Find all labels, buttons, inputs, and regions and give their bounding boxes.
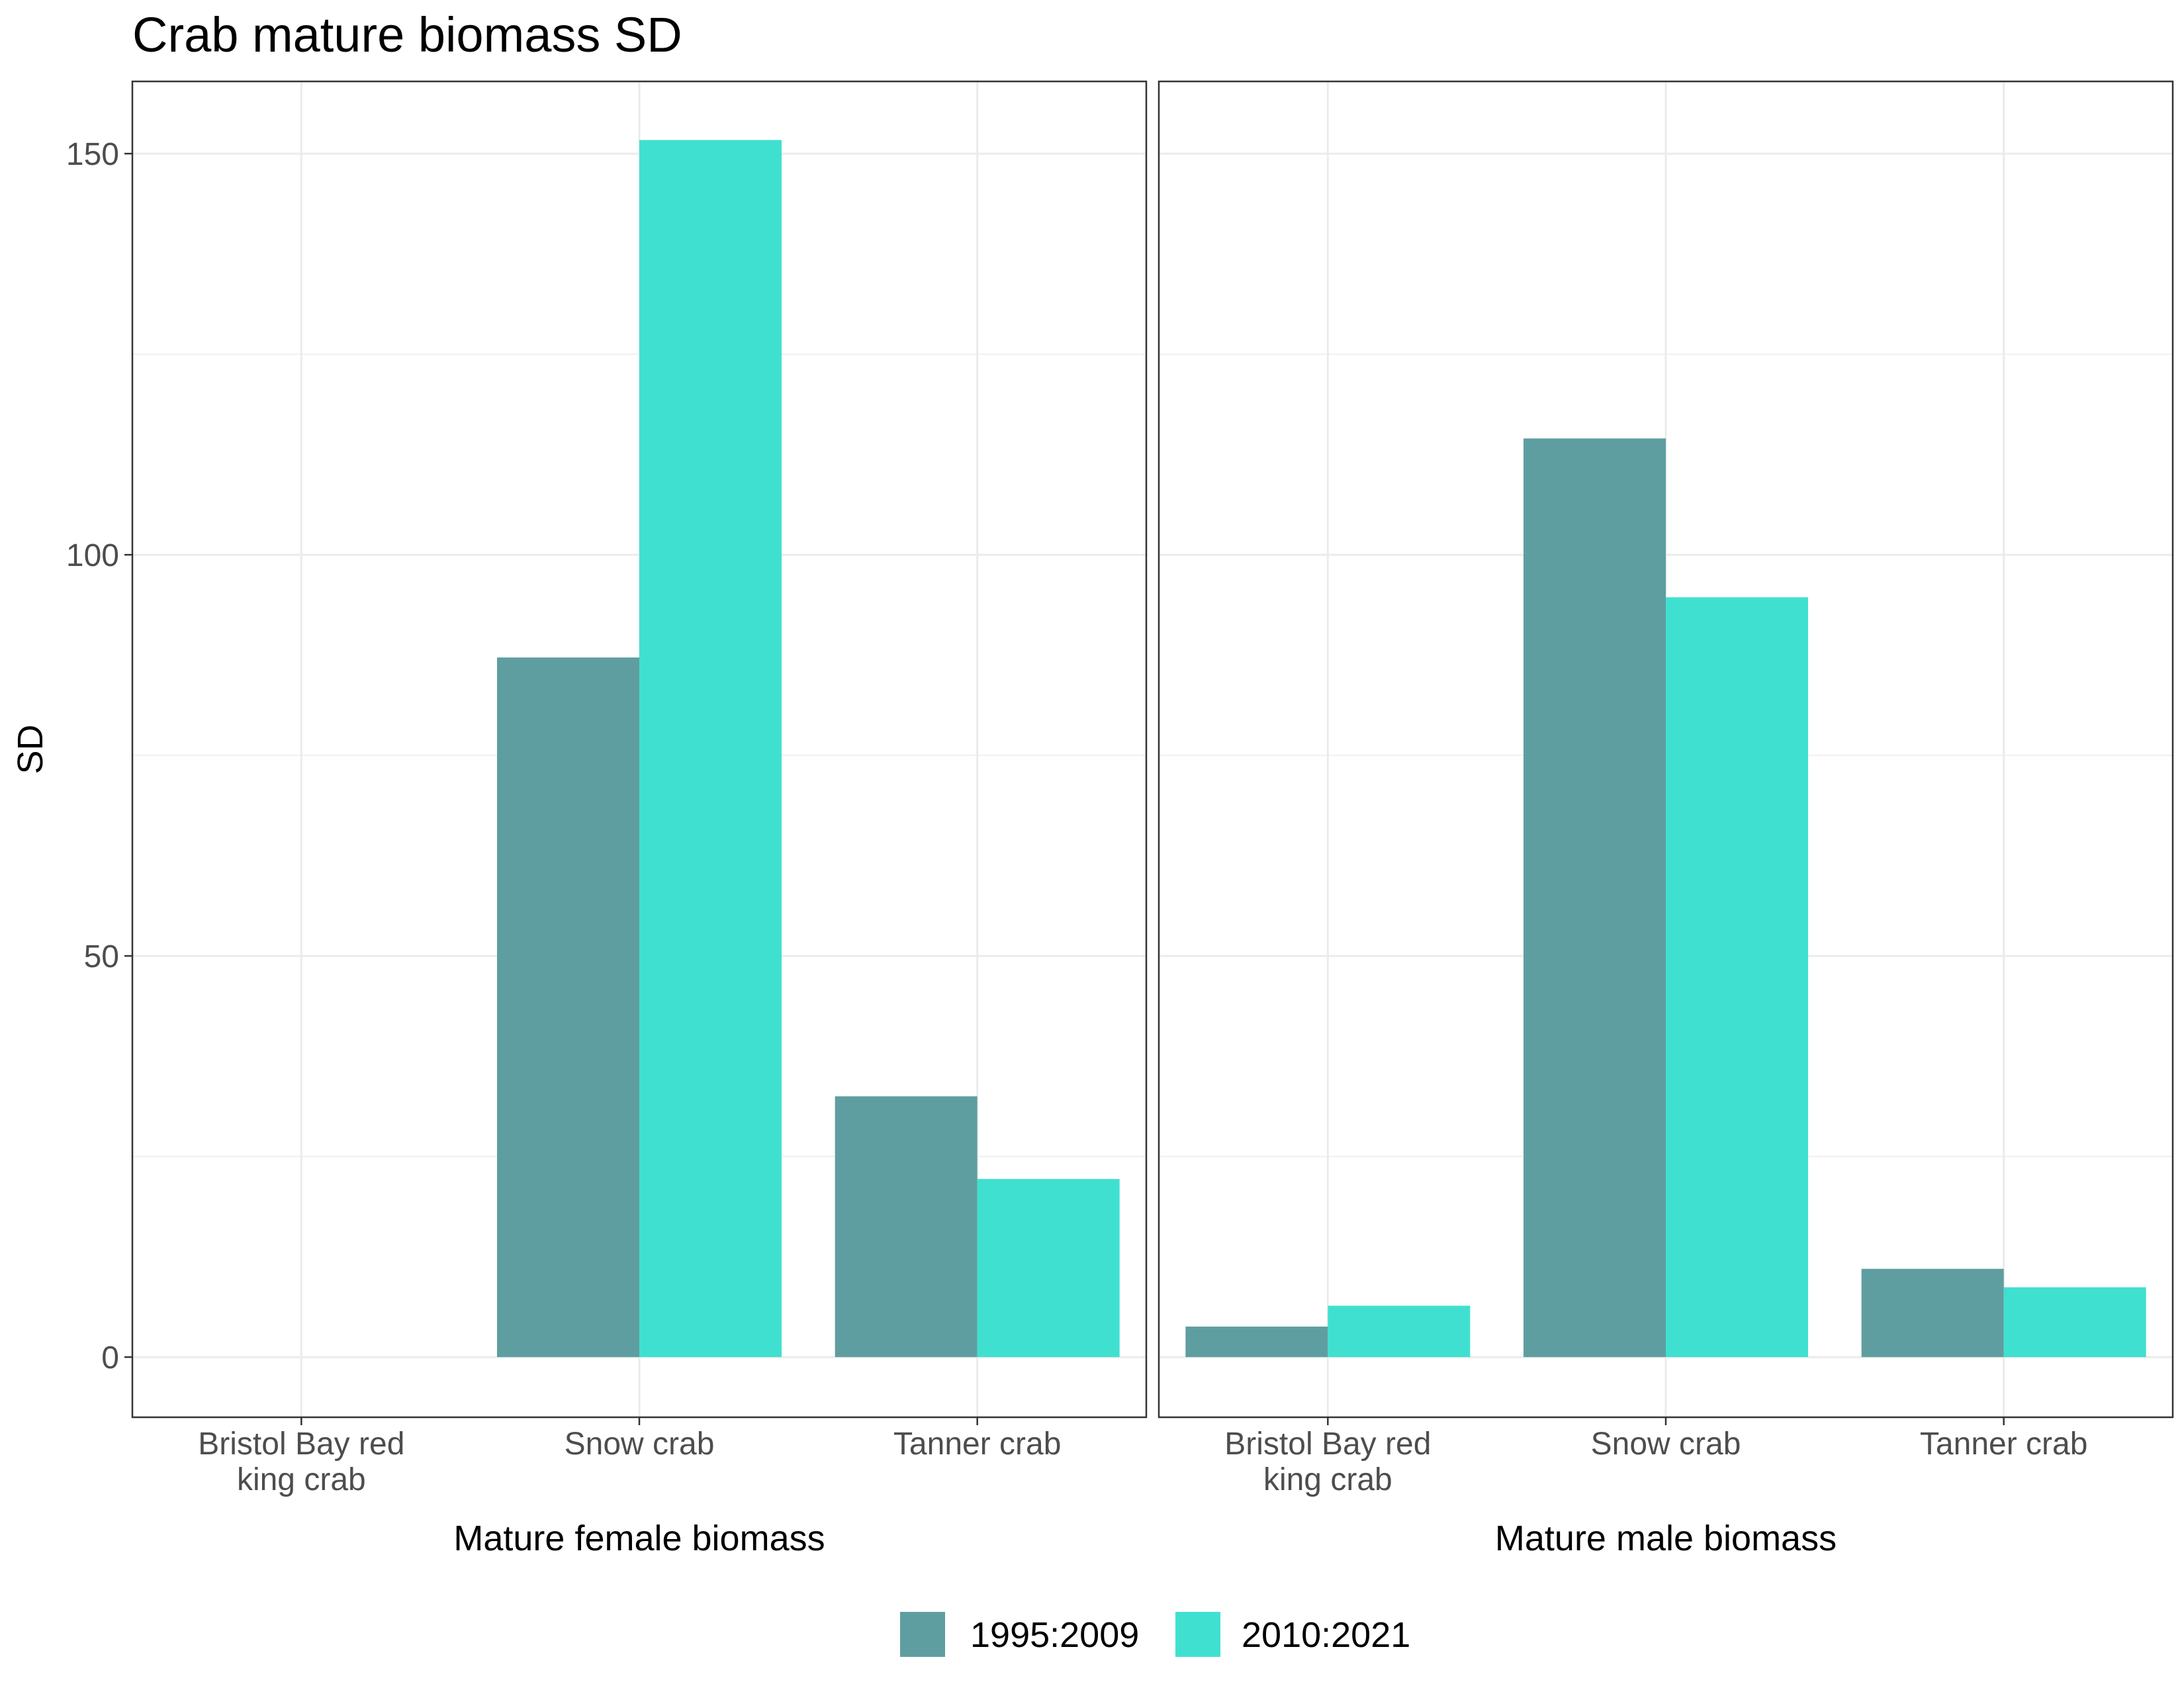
x-tick-label: Snow crab bbox=[565, 1427, 715, 1462]
y-tick-label: 0 bbox=[101, 1340, 119, 1376]
x-axis-title: Mature male biomass bbox=[1495, 1519, 1837, 1558]
legend-label: 1995:2009 bbox=[970, 1615, 1139, 1655]
legend-label: 2010:2021 bbox=[1242, 1615, 1410, 1655]
y-tick-label: 150 bbox=[66, 137, 119, 172]
panels: 0 50 100 150 Bristol Bay red king crab Snow cr… bbox=[66, 80, 2174, 1558]
bar-2010:2021-Tanner crab bbox=[2003, 1287, 2146, 1358]
x-tick-label: Bristol Bay red king crab bbox=[198, 1427, 404, 1497]
y-axis-title: SD bbox=[11, 724, 50, 774]
x-tick-label: Tanner crab bbox=[1920, 1427, 2087, 1462]
bar-1995:2009-Snow crab bbox=[1524, 438, 1666, 1358]
chart-title: Crab mature biomass SD bbox=[132, 7, 682, 62]
bar-2010:2021-Bristol Bay red king crab bbox=[1328, 1305, 1471, 1358]
bar-1995:2009-Bristol Bay red king crab bbox=[1185, 1327, 1328, 1358]
bar-1995:2009-Tanner crab bbox=[1861, 1268, 2004, 1358]
bar-1995:2009-Tanner crab bbox=[835, 1096, 978, 1358]
x-tick-label: Tanner crab bbox=[893, 1427, 1061, 1462]
legend-item-2010:2021: 2010:2021 bbox=[1175, 1612, 1410, 1657]
panel-1: 0 50 100 150 Bristol Bay red king crab Snow cr… bbox=[66, 80, 1148, 1558]
bar-2010:2021-Snow crab bbox=[639, 140, 782, 1358]
x-tick-label: Bristol Bay red king crab bbox=[1224, 1427, 1431, 1497]
x-axis-title: Mature female biomass bbox=[453, 1519, 825, 1558]
bar-2010:2021-Snow crab bbox=[1666, 597, 1808, 1358]
bar-1995:2009-Snow crab bbox=[497, 657, 639, 1358]
x-tick-label: Snow crab bbox=[1591, 1427, 1741, 1462]
panel-2: Bristol Bay red king crab Snow crab Tanner … bbox=[1158, 80, 2174, 1558]
legend: 1995:2009 2010:2021 bbox=[900, 1612, 1410, 1657]
legend-item-1995:2009: 1995:2009 bbox=[900, 1612, 1139, 1657]
bar-2010:2021-Tanner crab bbox=[977, 1179, 1120, 1358]
legend-swatch bbox=[1175, 1612, 1220, 1657]
y-tick-label: 50 bbox=[84, 939, 119, 974]
y-tick-label: 100 bbox=[66, 538, 119, 573]
legend-swatch bbox=[900, 1612, 945, 1657]
